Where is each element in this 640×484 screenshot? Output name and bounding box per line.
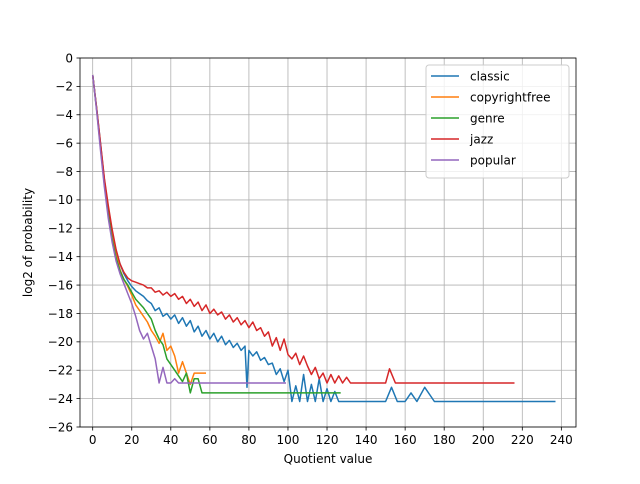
series-line-jazz [91, 74, 515, 384]
y-tick-label: −8 [55, 165, 73, 179]
x-axis-ticks: 0 20 40 60 80 100 120 140 160 180 200 220 240 [89, 427, 573, 447]
x-tick-label: 60 [202, 433, 217, 447]
x-tick-label: 140 [355, 433, 378, 447]
x-tick-label: 20 [124, 433, 139, 447]
legend-label-classic: classic [470, 69, 510, 83]
y-tick-label: −24 [48, 392, 73, 406]
y-tick-label: −16 [48, 278, 73, 292]
x-tick-label: 120 [316, 433, 339, 447]
legend-label-genre: genre [470, 111, 505, 125]
y-tick-label: −2 [55, 80, 73, 94]
x-axis-label: Quotient value [284, 452, 373, 466]
y-tick-label: −12 [48, 222, 73, 236]
legend-label-popular: popular [470, 153, 516, 167]
x-tick-label: 40 [163, 433, 178, 447]
x-tick-label: 200 [472, 433, 495, 447]
series-line-classic [91, 74, 556, 403]
y-tick-label: −26 [48, 420, 73, 434]
y-tick-label: −10 [48, 193, 73, 207]
legend-box [425, 64, 570, 179]
y-tick-label: 0 [65, 51, 73, 65]
grid [80, 57, 576, 428]
y-tick-label: −20 [48, 335, 73, 349]
legend-label-jazz: jazz [469, 132, 493, 146]
x-tick-label: 80 [241, 433, 256, 447]
y-axis-label: log2 of probability [21, 188, 35, 297]
y-tick-label: −22 [48, 364, 73, 378]
series-layer [91, 74, 556, 403]
y-tick-label: −18 [48, 307, 73, 321]
legend-label-copyrightfree: copyrightfree [470, 90, 551, 104]
series-line-popular [91, 74, 286, 384]
y-tick-label: −4 [55, 108, 73, 122]
series-line-genre [91, 74, 341, 394]
x-tick-label: 180 [433, 433, 456, 447]
x-tick-label: 100 [277, 433, 300, 447]
plot-frame [79, 57, 577, 428]
x-tick-label: 160 [394, 433, 417, 447]
legend: classic copyrightfree genre jazz popular [425, 64, 570, 179]
y-tick-label: −6 [55, 136, 73, 150]
x-tick-label: 0 [89, 433, 97, 447]
y-tick-label: −14 [48, 250, 73, 264]
y-axis-ticks: 0 −2 −4 −6 −8 −10 −12 −14 −16 −18 −20 −22 −24 −26 [48, 51, 80, 434]
x-tick-label: 220 [511, 433, 534, 447]
x-tick-label: 240 [550, 433, 573, 447]
